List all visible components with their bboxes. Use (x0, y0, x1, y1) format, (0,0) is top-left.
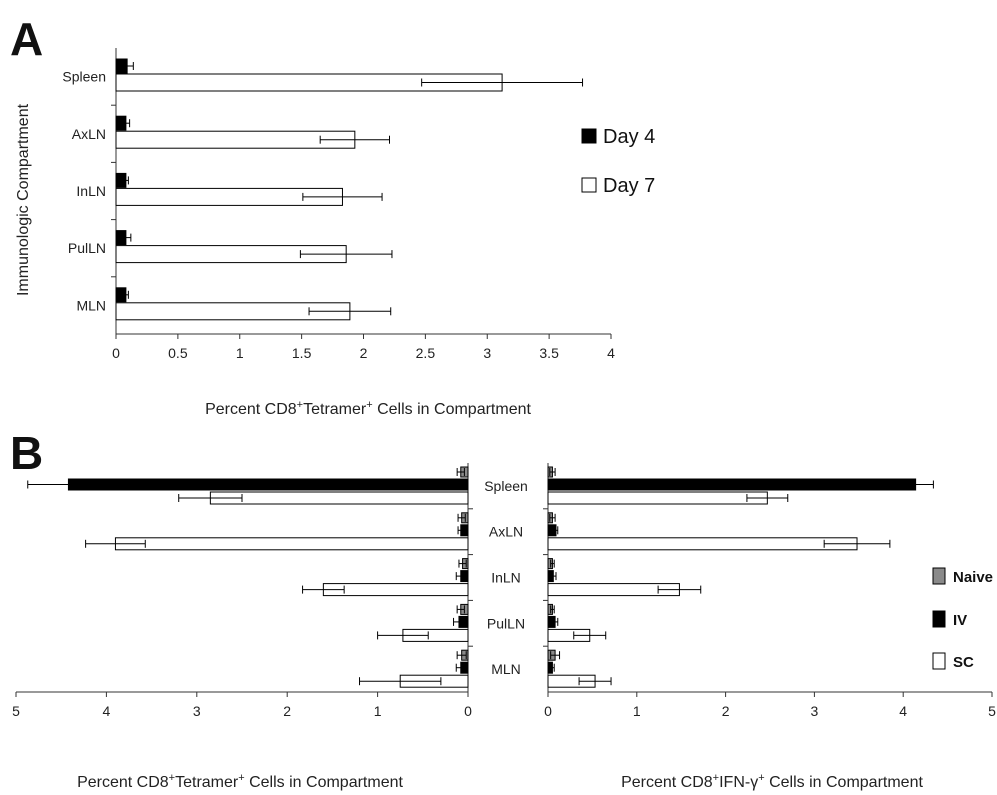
panel-a-category-label: Spleen (62, 69, 106, 85)
panel-b-legend: Naive IV SC (932, 567, 993, 671)
panel-a-xtick-label: 0.5 (168, 345, 188, 361)
panel-a-xtick-label: 3.5 (539, 345, 559, 361)
panel-a-legend-label: Day 7 (603, 175, 655, 197)
panel-b-category-label: PulLN (487, 615, 525, 631)
panel-b-left-xtick-label: 0 (464, 703, 472, 719)
panel-a-xtick-label: 0 (112, 345, 120, 361)
panel-b-left-xtick-label: 1 (374, 703, 382, 719)
panel-a-bar-day-7 (115, 130, 356, 149)
panel-a-xtick-label: 1 (236, 345, 244, 361)
panel-a-chart: 0 0.5 1 1.5 2 2.5 3 3.5 4 Spleen AxLN InLN PulLN MLN (62, 48, 615, 361)
panel-b-right-bar-sc (547, 537, 858, 551)
panel-b-left-bar-sc (209, 491, 469, 505)
panel-b-category-label: InLN (491, 570, 521, 586)
panel-b-right-bar-iv (547, 478, 917, 491)
panel-a-xtick-label: 2.5 (416, 345, 436, 361)
panel-b-right-chart: 0 1 2 3 4 5 (543, 463, 996, 719)
panel-b-right-xtick-label: 1 (633, 703, 641, 719)
panel-a-ylabel: Immunologic Compartment (15, 103, 32, 296)
panel-a-xtick-label: 1.5 (292, 345, 312, 361)
panel-b-right-xtick-label: 5 (988, 703, 996, 719)
panel-a-letter: A (10, 13, 44, 65)
panel-b-left-xtick-label: 5 (12, 703, 20, 719)
panel-b-right-xtick-label: 0 (544, 703, 552, 719)
panel-a-xlabel: Percent CD8+Tetramer+ Cells in Compartme… (205, 399, 531, 418)
panel-b-legend-swatch (932, 567, 946, 585)
panel-a-legend: Day 4 Day 7 (581, 126, 655, 197)
panel-b-left-bar-sc (114, 537, 469, 551)
panel-b-legend-label: IV (953, 612, 967, 629)
panel-a-legend-swatch (581, 177, 597, 193)
panel-b-left-xtick-label: 3 (193, 703, 201, 719)
panel-a-category-label: PulLN (68, 240, 106, 256)
panel-b-right-xlabel: Percent CD8+IFN-γ+ Cells in Compartment (621, 772, 923, 791)
panel-b-right-xtick-label: 3 (811, 703, 819, 719)
panel-b-left-xtick-label: 4 (103, 703, 111, 719)
panel-a-xtick-label: 4 (607, 345, 615, 361)
panel-a-xtick-label: 2 (360, 345, 368, 361)
panel-b-legend-label: Naive (953, 569, 993, 586)
panel-b-legend-swatch (932, 610, 946, 628)
panel-b-right-xtick-label: 4 (899, 703, 907, 719)
panel-a-legend-swatch (581, 128, 597, 144)
panel-a-category-label: InLN (76, 183, 106, 199)
panel-b-left-bar-sc (322, 583, 469, 597)
panel-b-category-label: AxLN (489, 524, 523, 540)
panel-b-right-xtick-label: 2 (722, 703, 730, 719)
panel-a-xtick-label: 3 (483, 345, 491, 361)
panel-b-legend-label: SC (953, 654, 974, 671)
panel-a-category-label: MLN (76, 297, 106, 313)
panel-b-left-chart: 5 4 3 2 1 0 (12, 463, 473, 719)
panel-b-legend-swatch (932, 652, 946, 670)
panel-b-left-xtick-label: 2 (283, 703, 291, 719)
panel-b-category-labels: Spleen AxLN InLN PulLN MLN (484, 478, 528, 677)
panel-a-category-label: AxLN (72, 126, 106, 142)
panel-b-category-label: Spleen (484, 478, 528, 494)
panel-a-legend-label: Day 4 (603, 126, 655, 148)
panel-b-left-xlabel: Percent CD8+Tetramer+ Cells in Compartme… (77, 772, 403, 791)
panel-b-letter: B (10, 427, 44, 479)
panel-b-category-label: MLN (491, 661, 521, 677)
panel-b-left-bar-iv (67, 478, 469, 491)
panel-b-right-bar-sc (547, 491, 768, 505)
